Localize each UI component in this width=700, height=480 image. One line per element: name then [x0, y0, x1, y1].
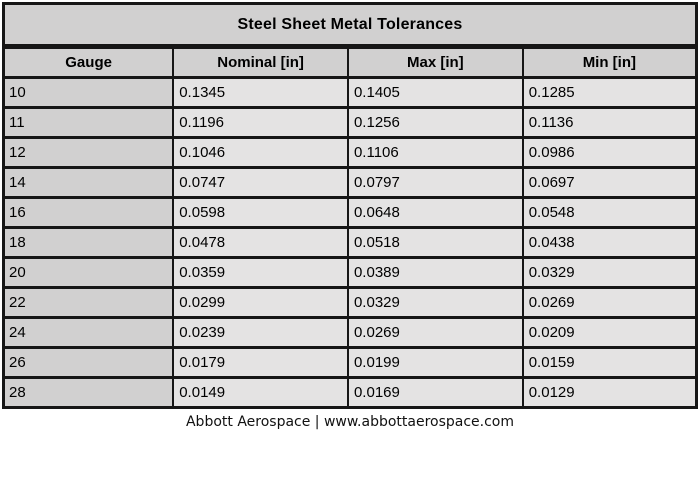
table-row: 10 0.1345 0.1405 0.1285 [2, 76, 698, 109]
nominal-cell: 0.0478 [172, 226, 349, 259]
gauge-cell: 16 [2, 196, 175, 229]
nominal-cell: 0.0598 [172, 196, 349, 229]
gauge-cell: 18 [2, 226, 175, 259]
column-header-gauge: Gauge [2, 46, 175, 79]
gauge-cell: 26 [2, 346, 175, 379]
gauge-cell: 11 [2, 106, 175, 139]
tolerance-table: Steel Sheet Metal Tolerances Gauge Nomin… [2, 2, 698, 409]
gauge-cell: 12 [2, 136, 175, 169]
max-cell: 0.0648 [346, 196, 524, 229]
nominal-cell: 0.1345 [172, 76, 349, 109]
max-cell: 0.0518 [346, 226, 524, 259]
column-header-nominal: Nominal [in] [172, 46, 349, 79]
min-cell: 0.0209 [521, 316, 698, 349]
max-cell: 0.1405 [346, 76, 524, 109]
footer-credit: Abbott Aerospace | www.abbottaerospace.c… [0, 409, 700, 434]
nominal-cell: 0.1196 [172, 106, 349, 139]
table-row: 16 0.0598 0.0648 0.0548 [2, 196, 698, 229]
min-cell: 0.1285 [521, 76, 698, 109]
gauge-cell: 10 [2, 76, 175, 109]
nominal-cell: 0.0239 [172, 316, 349, 349]
table-title: Steel Sheet Metal Tolerances [3, 3, 697, 49]
gauge-cell: 22 [2, 286, 175, 319]
table-row: 28 0.0149 0.0169 0.0129 [2, 376, 698, 409]
nominal-cell: 0.0149 [172, 376, 349, 409]
max-cell: 0.0797 [346, 166, 524, 199]
table-row: 11 0.1196 0.1256 0.1136 [2, 106, 698, 139]
min-cell: 0.0548 [521, 196, 698, 229]
gauge-cell: 24 [2, 316, 175, 349]
table-row: 24 0.0239 0.0269 0.0209 [2, 316, 698, 349]
min-cell: 0.0269 [521, 286, 698, 319]
max-cell: 0.0169 [346, 376, 524, 409]
max-cell: 0.0269 [346, 316, 524, 349]
max-cell: 0.1106 [346, 136, 524, 169]
nominal-cell: 0.1046 [172, 136, 349, 169]
min-cell: 0.0129 [521, 376, 698, 409]
table-row: 18 0.0478 0.0518 0.0438 [2, 226, 698, 259]
table-row: 20 0.0359 0.0389 0.0329 [2, 256, 698, 289]
max-cell: 0.1256 [346, 106, 524, 139]
gauge-cell: 14 [2, 166, 175, 199]
min-cell: 0.0329 [521, 256, 698, 289]
header-row: Gauge Nominal [in] Max [in] Min [in] [2, 46, 698, 79]
nominal-cell: 0.0299 [172, 286, 349, 319]
max-cell: 0.0329 [346, 286, 524, 319]
min-cell: 0.0438 [521, 226, 698, 259]
title-row: Steel Sheet Metal Tolerances [3, 3, 697, 49]
nominal-cell: 0.0747 [172, 166, 349, 199]
min-cell: 0.0697 [521, 166, 698, 199]
table-row: 26 0.0179 0.0199 0.0159 [2, 346, 698, 379]
column-header-min: Min [in] [521, 46, 698, 79]
nominal-cell: 0.0359 [172, 256, 349, 289]
max-cell: 0.0199 [346, 346, 524, 379]
gauge-cell: 20 [2, 256, 175, 289]
min-cell: 0.0159 [521, 346, 698, 379]
max-cell: 0.0389 [346, 256, 524, 289]
table-row: 14 0.0747 0.0797 0.0697 [2, 166, 698, 199]
nominal-cell: 0.0179 [172, 346, 349, 379]
min-cell: 0.1136 [521, 106, 698, 139]
table-row: 22 0.0299 0.0329 0.0269 [2, 286, 698, 319]
column-header-max: Max [in] [346, 46, 524, 79]
table-row: 12 0.1046 0.1106 0.0986 [2, 136, 698, 169]
page: Steel Sheet Metal Tolerances Gauge Nomin… [2, 2, 698, 409]
min-cell: 0.0986 [521, 136, 698, 169]
gauge-cell: 28 [2, 376, 175, 409]
